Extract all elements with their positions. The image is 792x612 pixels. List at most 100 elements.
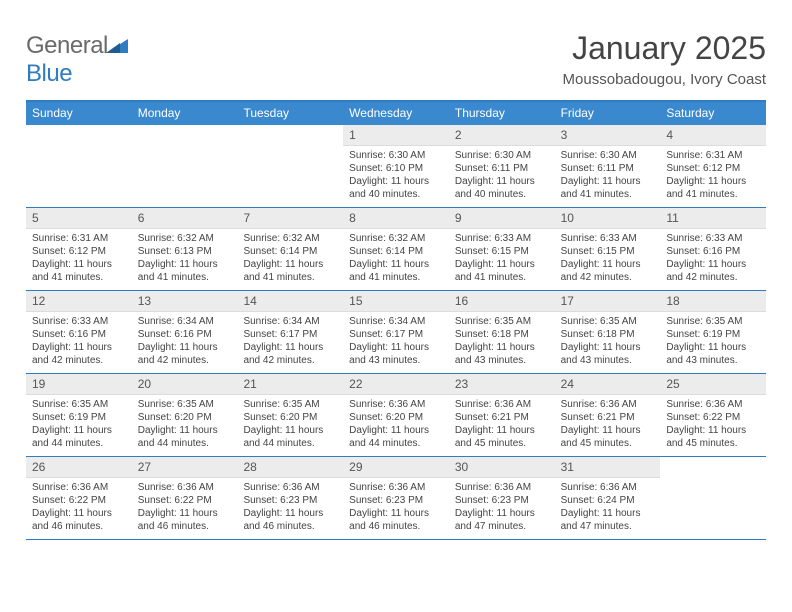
day-details: Sunrise: 6:35 AMSunset: 6:20 PMDaylight:…: [132, 395, 238, 450]
sunset-line: Sunset: 6:19 PM: [32, 411, 126, 424]
sunrise-line: Sunrise: 6:36 AM: [138, 481, 232, 494]
day-cell: 0: [660, 457, 766, 539]
sunset-line: Sunset: 6:21 PM: [455, 411, 549, 424]
daylight-line: Daylight: 11 hours and 44 minutes.: [32, 424, 126, 450]
sunrise-line: Sunrise: 6:34 AM: [349, 315, 443, 328]
calendar: SundayMondayTuesdayWednesdayThursdayFrid…: [26, 100, 766, 540]
logo-text-general: General: [26, 32, 108, 59]
day-number: 13: [132, 291, 238, 312]
day-cell: 8Sunrise: 6:32 AMSunset: 6:14 PMDaylight…: [343, 208, 449, 290]
daylight-line: Daylight: 11 hours and 47 minutes.: [561, 507, 655, 533]
sunrise-line: Sunrise: 6:33 AM: [561, 232, 655, 245]
daylight-line: Daylight: 11 hours and 46 minutes.: [349, 507, 443, 533]
sunset-line: Sunset: 6:22 PM: [32, 494, 126, 507]
day-cell: 25Sunrise: 6:36 AMSunset: 6:22 PMDayligh…: [660, 374, 766, 456]
day-details: Sunrise: 6:36 AMSunset: 6:20 PMDaylight:…: [343, 395, 449, 450]
day-cell: 31Sunrise: 6:36 AMSunset: 6:24 PMDayligh…: [555, 457, 661, 539]
day-number: 3: [555, 125, 661, 146]
week-row: 0001Sunrise: 6:30 AMSunset: 6:10 PMDayli…: [26, 125, 766, 208]
day-cell: 0: [132, 125, 238, 207]
day-cell: 26Sunrise: 6:36 AMSunset: 6:22 PMDayligh…: [26, 457, 132, 539]
day-details: Sunrise: 6:33 AMSunset: 6:15 PMDaylight:…: [555, 229, 661, 284]
day-number: 12: [26, 291, 132, 312]
sunrise-line: Sunrise: 6:36 AM: [243, 481, 337, 494]
daylight-line: Daylight: 11 hours and 41 minutes.: [32, 258, 126, 284]
sunrise-line: Sunrise: 6:35 AM: [666, 315, 760, 328]
daylight-line: Daylight: 11 hours and 47 minutes.: [455, 507, 549, 533]
day-number: 9: [449, 208, 555, 229]
sunrise-line: Sunrise: 6:36 AM: [666, 398, 760, 411]
sunrise-line: Sunrise: 6:36 AM: [349, 481, 443, 494]
day-details: Sunrise: 6:32 AMSunset: 6:14 PMDaylight:…: [237, 229, 343, 284]
day-number: 1: [343, 125, 449, 146]
sunset-line: Sunset: 6:16 PM: [138, 328, 232, 341]
day-number: 2: [449, 125, 555, 146]
sunrise-line: Sunrise: 6:35 AM: [243, 398, 337, 411]
sunrise-line: Sunrise: 6:34 AM: [243, 315, 337, 328]
day-cell: 6Sunrise: 6:32 AMSunset: 6:13 PMDaylight…: [132, 208, 238, 290]
page-title: January 2025: [563, 30, 766, 67]
day-details: Sunrise: 6:36 AMSunset: 6:22 PMDaylight:…: [132, 478, 238, 533]
sunset-line: Sunset: 6:14 PM: [349, 245, 443, 258]
day-details: Sunrise: 6:33 AMSunset: 6:16 PMDaylight:…: [26, 312, 132, 367]
sunset-line: Sunset: 6:20 PM: [243, 411, 337, 424]
day-number: 24: [555, 374, 661, 395]
day-cell: 9Sunrise: 6:33 AMSunset: 6:15 PMDaylight…: [449, 208, 555, 290]
daylight-line: Daylight: 11 hours and 41 minutes.: [243, 258, 337, 284]
day-details: Sunrise: 6:35 AMSunset: 6:20 PMDaylight:…: [237, 395, 343, 450]
day-cell: 29Sunrise: 6:36 AMSunset: 6:23 PMDayligh…: [343, 457, 449, 539]
daylight-line: Daylight: 11 hours and 43 minutes.: [666, 341, 760, 367]
sunrise-line: Sunrise: 6:30 AM: [349, 149, 443, 162]
sunrise-line: Sunrise: 6:34 AM: [138, 315, 232, 328]
sunrise-line: Sunrise: 6:32 AM: [138, 232, 232, 245]
location-label: Moussobadougou, Ivory Coast: [563, 71, 766, 88]
sunset-line: Sunset: 6:19 PM: [666, 328, 760, 341]
sunrise-line: Sunrise: 6:35 AM: [455, 315, 549, 328]
daylight-line: Daylight: 11 hours and 40 minutes.: [349, 175, 443, 201]
logo-text-blue: Blue: [26, 60, 72, 87]
day-cell: 10Sunrise: 6:33 AMSunset: 6:15 PMDayligh…: [555, 208, 661, 290]
day-number: 7: [237, 208, 343, 229]
day-cell: 22Sunrise: 6:36 AMSunset: 6:20 PMDayligh…: [343, 374, 449, 456]
daylight-line: Daylight: 11 hours and 42 minutes.: [561, 258, 655, 284]
day-details: Sunrise: 6:32 AMSunset: 6:14 PMDaylight:…: [343, 229, 449, 284]
day-details: Sunrise: 6:33 AMSunset: 6:15 PMDaylight:…: [449, 229, 555, 284]
daylight-line: Daylight: 11 hours and 42 minutes.: [243, 341, 337, 367]
header: General Blue January 2025 Moussobadougou…: [0, 0, 792, 100]
sunset-line: Sunset: 6:17 PM: [243, 328, 337, 341]
day-details: Sunrise: 6:30 AMSunset: 6:10 PMDaylight:…: [343, 146, 449, 201]
day-cell: 12Sunrise: 6:33 AMSunset: 6:16 PMDayligh…: [26, 291, 132, 373]
day-details: Sunrise: 6:34 AMSunset: 6:17 PMDaylight:…: [343, 312, 449, 367]
sunset-line: Sunset: 6:12 PM: [666, 162, 760, 175]
day-number: 31: [555, 457, 661, 478]
day-cell: 28Sunrise: 6:36 AMSunset: 6:23 PMDayligh…: [237, 457, 343, 539]
sunrise-line: Sunrise: 6:32 AM: [349, 232, 443, 245]
day-cell: 27Sunrise: 6:36 AMSunset: 6:22 PMDayligh…: [132, 457, 238, 539]
daylight-line: Daylight: 11 hours and 42 minutes.: [138, 341, 232, 367]
daylight-line: Daylight: 11 hours and 44 minutes.: [243, 424, 337, 450]
daylight-line: Daylight: 11 hours and 45 minutes.: [561, 424, 655, 450]
day-number: 15: [343, 291, 449, 312]
day-details: Sunrise: 6:35 AMSunset: 6:18 PMDaylight:…: [449, 312, 555, 367]
sunrise-line: Sunrise: 6:33 AM: [32, 315, 126, 328]
daylight-line: Daylight: 11 hours and 41 minutes.: [561, 175, 655, 201]
sunset-line: Sunset: 6:13 PM: [138, 245, 232, 258]
sunset-line: Sunset: 6:23 PM: [243, 494, 337, 507]
day-cell: 21Sunrise: 6:35 AMSunset: 6:20 PMDayligh…: [237, 374, 343, 456]
day-details: Sunrise: 6:36 AMSunset: 6:22 PMDaylight:…: [660, 395, 766, 450]
day-number: 19: [26, 374, 132, 395]
day-cell: 19Sunrise: 6:35 AMSunset: 6:19 PMDayligh…: [26, 374, 132, 456]
sunset-line: Sunset: 6:22 PM: [666, 411, 760, 424]
day-details: Sunrise: 6:36 AMSunset: 6:22 PMDaylight:…: [26, 478, 132, 533]
week-row: 12Sunrise: 6:33 AMSunset: 6:16 PMDayligh…: [26, 291, 766, 374]
daylight-line: Daylight: 11 hours and 46 minutes.: [138, 507, 232, 533]
day-cell: 24Sunrise: 6:36 AMSunset: 6:21 PMDayligh…: [555, 374, 661, 456]
sunrise-line: Sunrise: 6:30 AM: [561, 149, 655, 162]
title-block: January 2025 Moussobadougou, Ivory Coast: [563, 30, 766, 88]
daylight-line: Daylight: 11 hours and 46 minutes.: [32, 507, 126, 533]
sunrise-line: Sunrise: 6:36 AM: [561, 481, 655, 494]
sunset-line: Sunset: 6:12 PM: [32, 245, 126, 258]
daylight-line: Daylight: 11 hours and 43 minutes.: [349, 341, 443, 367]
sunset-line: Sunset: 6:10 PM: [349, 162, 443, 175]
day-cell: 3Sunrise: 6:30 AMSunset: 6:11 PMDaylight…: [555, 125, 661, 207]
